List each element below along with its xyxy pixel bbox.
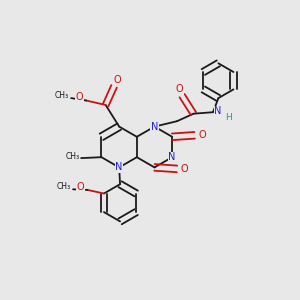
Text: O: O [113, 75, 121, 85]
Text: CH₃: CH₃ [55, 91, 69, 100]
Text: N: N [169, 152, 176, 162]
Text: CH₃: CH₃ [57, 182, 71, 191]
Text: N: N [116, 162, 123, 172]
Text: H: H [225, 113, 232, 122]
Text: N: N [151, 122, 158, 132]
Text: N: N [214, 106, 221, 116]
Text: O: O [181, 164, 189, 174]
Text: O: O [199, 130, 206, 140]
Text: O: O [176, 84, 184, 94]
Text: CH₃: CH₃ [66, 152, 80, 161]
Text: O: O [76, 92, 83, 103]
Text: O: O [76, 182, 84, 192]
